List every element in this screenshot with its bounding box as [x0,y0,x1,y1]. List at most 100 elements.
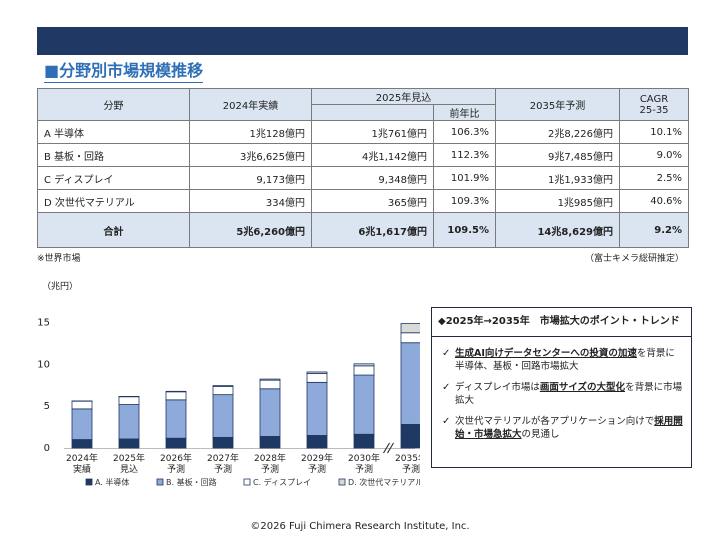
market-size-table: 分野 2024年実績 2025年見込 2035年予測 CAGR 25-35 前年… [37,88,690,248]
trend-item: ✓ ディスプレイ市場は画面サイズの大型化を背景に市場拡大 [442,381,683,407]
x-tick-label: 予測 [167,463,185,475]
check-icon: ✓ [442,382,451,393]
header-yoy: 前年比 [432,104,497,121]
axis-break-mark [382,442,391,454]
bar-segment [259,379,281,390]
legend-label: C. ディスプレイ [253,477,311,487]
x-tick-label: 2027年 [207,452,239,464]
bar-segment [71,408,93,440]
legend-label: B. 基板・回路 [166,477,217,487]
bar-segment [165,399,187,439]
legend-label: A. 半導体 [95,477,129,487]
check-icon: ✓ [442,416,451,427]
bar-segment [306,435,328,449]
source-note: （富士キメラ総研推定） [584,254,684,264]
x-tick-label: 2024年 [66,452,98,464]
row-2035: 1兆1,933億円 [495,166,621,190]
bar-segment [259,378,281,381]
total-2035: 14兆8,629億円 [495,212,621,248]
row-yoy: 112.3% [432,143,497,167]
legend-swatch [338,478,346,486]
legend-swatch [243,478,251,486]
y-tick-label: 15 [37,317,50,328]
copyright-footer: ©2026 Fuji Chimera Research Institute, I… [250,521,470,532]
trend-text-post: の見通し [521,429,560,440]
trend-text-post: を背景に市場拡大 [455,382,683,406]
bar-segment [212,385,234,396]
bar-segment [400,323,420,334]
x-tick-label: 実績 [73,463,91,475]
header-2024: 2024年実績 [189,88,312,121]
trend-item: ✓ 生成AI向けデータセンターへの投資の加速を背景に半導体、基板・回路市場拡大 [442,347,683,373]
row-2024: 3兆6,625億円 [189,143,312,167]
row-2025: 365億円 [311,189,434,213]
chart-unit-label: （兆円） [42,282,79,292]
table-row: D 次世代マテリアル 334億円 365億円 109.3% 1兆985億円 40… [37,189,690,213]
bar-segment [306,371,328,374]
header-cagr-line2: 25-35 [639,104,669,116]
row-2035: 2兆8,226億円 [495,120,621,144]
bar-segment [212,385,234,387]
row-cagr: 40.6% [619,189,690,213]
bar-segment [353,374,375,435]
x-tick-label: 予測 [355,463,373,475]
row-2024: 1兆128億円 [189,120,312,144]
x-tick-label: 2028年 [254,452,286,464]
bar-segment [165,437,187,449]
x-tick-label: 2030年 [348,452,380,464]
row-yoy: 109.3% [432,189,497,213]
header-cagr: CAGR 25-35 [619,88,690,121]
page-title: ■分野別市場規模推移 [44,61,204,83]
trend-text-strong: 生成AI向けデータセンターへの投資の加速 [455,348,637,359]
row-2024: 9,173億円 [189,166,312,190]
bar-segment [118,396,140,405]
total-name: 合計 [37,212,190,248]
table-row: C ディスプレイ 9,173億円 9,348億円 101.9% 1兆1,933億… [37,166,690,190]
bar-segment [71,400,93,410]
bar-segment [259,388,281,437]
header-blank [311,104,434,121]
row-2035: 1兆985億円 [495,189,621,213]
x-tick-label: 2026年 [160,452,192,464]
row-yoy: 101.9% [432,166,497,190]
check-icon: ✓ [442,348,451,359]
x-tick-label: 予測 [261,463,279,475]
x-tick-label: 予測 [308,463,326,475]
x-tick-label: 2035年 [395,452,420,464]
row-name: B 基板・回路 [37,143,190,167]
row-cagr: 10.1% [619,120,690,144]
bar-segment [353,363,375,367]
bar-segment [353,433,375,449]
header-field: 分野 [37,88,190,121]
bar-segment [353,365,375,376]
trend-item: ✓ 次世代マテリアルが各アプリケーション向けで採用開始・市場急拡大の見通し [442,415,683,441]
y-tick-label: 10 [37,359,50,370]
row-2025: 4兆1,142億円 [311,143,434,167]
bar-segment [400,342,420,425]
row-2025: 9,348億円 [311,166,434,190]
trend-box: ◆2025年→2035年 市場拡大のポイント・トレンド ✓ 生成AI向けデータセ… [431,307,692,468]
y-tick-label: 0 [44,443,50,454]
trend-text-post: を背景に半導体、基板・回路市場拡大 [455,348,675,372]
trend-text-strong: 画面サイズの大型化 [539,382,626,393]
header-2025: 2025年見込 [310,88,497,105]
bar-segment [165,390,187,393]
bar-segment [165,391,187,401]
row-2035: 9兆7,485億円 [495,143,621,167]
bar-segment [306,373,328,383]
world-market-note: ※世界市場 [37,254,81,264]
legend-swatch [156,478,164,486]
total-2025: 6兆1,617億円 [311,212,434,248]
bar-segment [118,438,140,449]
x-tick-label: 予測 [402,463,420,475]
header-cagr-line1: CAGR [639,93,669,105]
total-2024: 5兆6,260億円 [189,212,312,248]
x-tick-label: 見込 [120,464,138,475]
row-name: D 次世代マテリアル [37,189,190,213]
trend-text-strong: 採用開始・市場急拡大 [455,416,683,440]
table-row: B 基板・回路 3兆6,625億円 4兆1,142億円 112.3% 9兆7,4… [37,143,690,167]
total-cagr: 9.2% [619,212,690,248]
axis-break-mark [386,442,395,454]
bar-segment [118,404,140,440]
row-name: A 半導体 [37,120,190,144]
